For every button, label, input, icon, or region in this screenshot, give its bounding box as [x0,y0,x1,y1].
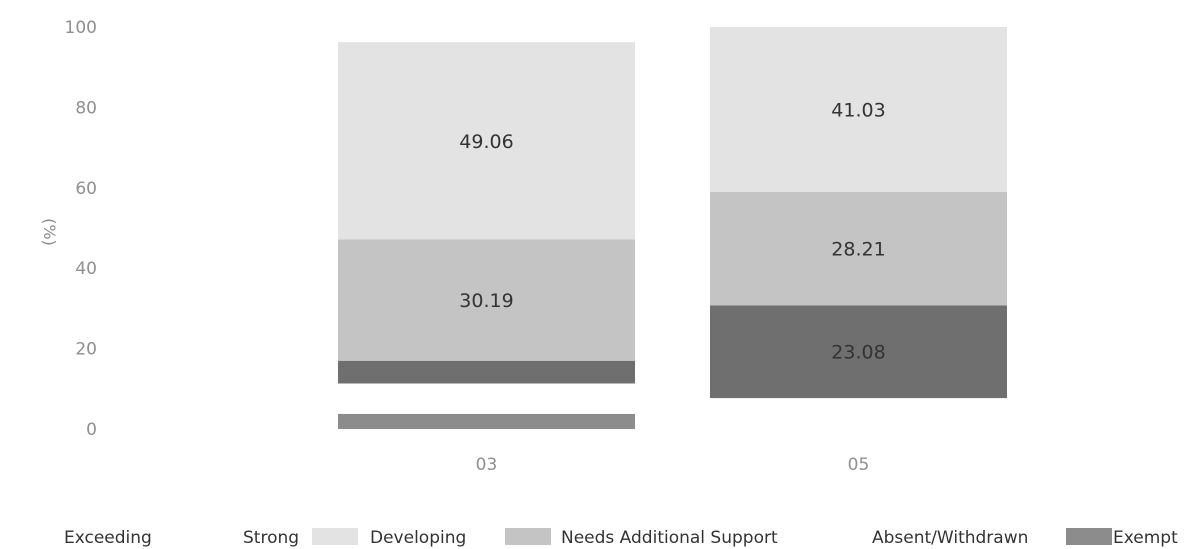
y-tick-label: 40 [75,259,97,279]
data-label: 30.19 [459,290,513,312]
y-tick-label: 60 [75,179,97,199]
bar-segment-developing-05 [710,191,1007,306]
x-tick-label: 03 [476,455,498,475]
legend-swatch-developing [505,528,551,545]
data-label: 28.21 [831,239,885,261]
y-tick-label: 100 [65,18,97,38]
bar-segment-exempt-03 [338,413,635,429]
bar-segment-strong-05 [710,26,1007,192]
x-tick-label: 05 [848,455,870,475]
bar-segment-strong-03 [338,42,635,240]
y-tick-label: 20 [75,340,97,360]
data-label: 23.08 [831,342,885,364]
legend-label-strong: Strong [243,528,299,548]
bars: 30.19 49.06 23.08 28.21 41.03 [338,26,1007,429]
y-axis: 0 20 40 60 80 100 [65,18,97,440]
legend-label-exceeding: Exceeding [64,528,152,548]
bar-segment-needs-additional-support-05 [710,305,1007,399]
legend: Exceeding Strong Developing Needs Additiona… [64,528,1178,548]
y-axis-label: (%) [40,218,59,246]
legend-label-developing: Developing [370,528,466,548]
bar-segment-needs-additional-support-03 [338,360,635,384]
data-label: 41.03 [831,99,885,121]
legend-swatch-exempt [1066,528,1112,545]
bar-segment-absent-withdrawn-05 [710,398,1007,429]
bar-segment-developing-03 [338,239,635,361]
legend-label-needs-additional-support: Needs Additional Support [561,528,778,548]
legend-label-exempt: Exempt [1113,528,1178,548]
legend-swatch-strong [312,528,358,545]
y-tick-label: 0 [86,420,97,440]
x-axis: 03 05 [476,455,870,475]
data-label: 49.06 [459,131,513,153]
legend-swatch-exceeding [184,528,230,545]
bar-segment-absent-withdrawn-03 [338,383,635,414]
y-tick-label: 80 [75,98,97,118]
legend-label-absent-withdrawn: Absent/Withdrawn [872,528,1028,548]
